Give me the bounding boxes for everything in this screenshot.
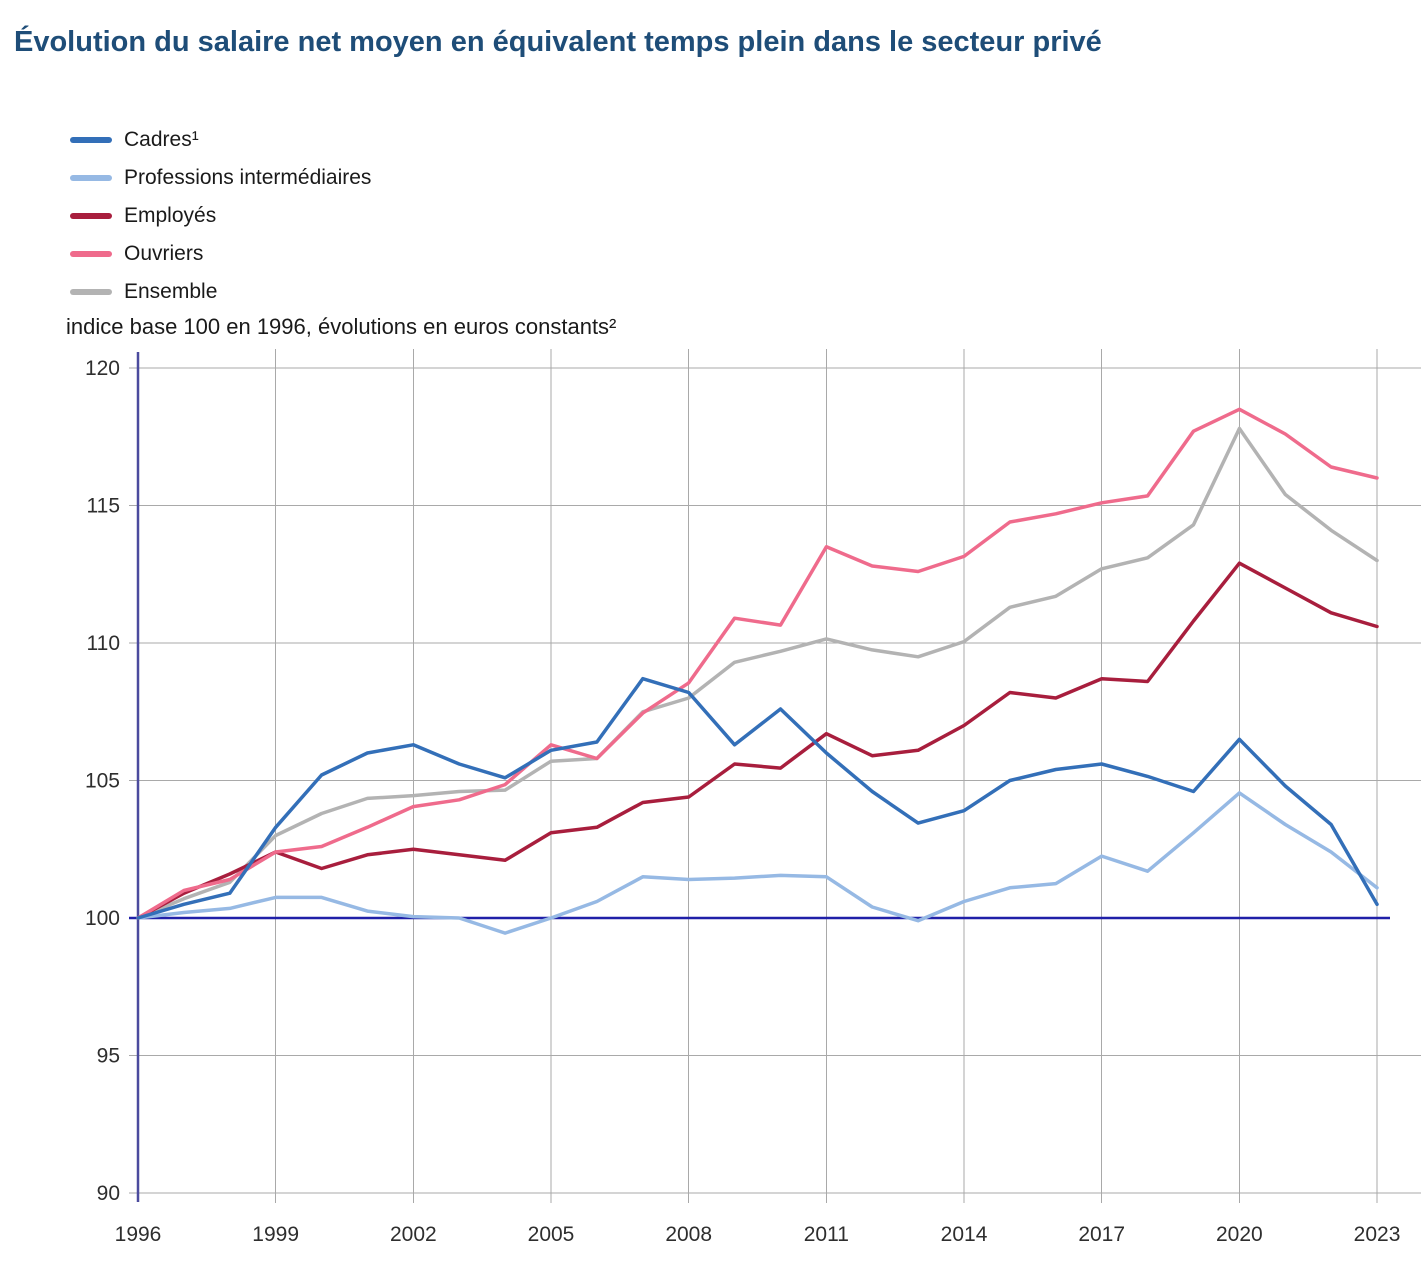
legend-swatch-icon-employes — [70, 213, 112, 219]
y-tick-label-105: 105 — [85, 770, 120, 793]
y-tick-label-100: 100 — [85, 907, 120, 930]
x-tick-label-2002: 2002 — [390, 1223, 437, 1246]
x-tick-label-1996: 1996 — [115, 1223, 162, 1246]
x-tick-label-2014: 2014 — [941, 1223, 988, 1246]
legend-swatch-icon-professions-intermediaires — [70, 175, 112, 181]
x-tick-label-2005: 2005 — [528, 1223, 575, 1246]
legend-swatch-icon-ouvriers — [70, 251, 112, 257]
legend-swatch-icon-cadres — [70, 137, 112, 143]
y-tick-label-95: 95 — [97, 1045, 120, 1068]
series-line-cadres — [136, 676, 1379, 920]
legend-label-employes: Employés — [124, 204, 217, 227]
x-tick-label-2017: 2017 — [1078, 1223, 1125, 1246]
legend-item-professions-intermediaires[interactable]: Professions intermédiaires — [70, 159, 371, 197]
legend-item-ouvriers[interactable]: Ouvriers — [70, 235, 371, 273]
series-line-employes — [136, 561, 1379, 920]
legend-label-ouvriers: Ouvriers — [124, 242, 204, 265]
series-line-professions-intermediaires — [136, 791, 1379, 935]
x-tick-label-2011: 2011 — [804, 1223, 849, 1246]
series-line-ouvriers — [136, 407, 1379, 920]
x-tick-label-1999: 1999 — [252, 1223, 299, 1246]
legend-item-employes[interactable]: Employés — [70, 197, 371, 235]
legend-label-professions-intermediaires: Professions intermédiaires — [124, 166, 372, 189]
y-tick-label-90: 90 — [97, 1182, 120, 1205]
y-tick-label-110: 110 — [87, 632, 120, 655]
legend-label-ensemble: Ensemble — [124, 280, 218, 303]
y-tick-label-120: 120 — [85, 357, 120, 380]
legend-item-ensemble[interactable]: Ensemble — [70, 273, 371, 311]
chart-subtitle: indice base 100 en 1996, évolutions en e… — [66, 314, 617, 339]
legend: Cadres¹ Professions intermédiaires Employé… — [70, 121, 371, 311]
x-tick-label-2020: 2020 — [1216, 1223, 1263, 1246]
legend-swatch-icon-ensemble — [70, 289, 112, 295]
y-tick-label-115: 115 — [87, 495, 120, 518]
legend-label-cadres: Cadres¹ — [124, 128, 199, 151]
x-tick-label-2008: 2008 — [665, 1223, 712, 1246]
chart-title: Évolution du salaire net moyen en équiva… — [14, 26, 1102, 58]
x-tick-label-2023: 2023 — [1354, 1223, 1401, 1246]
series-line-ensemble — [136, 426, 1379, 920]
legend-item-cadres[interactable]: Cadres¹ — [70, 121, 371, 159]
